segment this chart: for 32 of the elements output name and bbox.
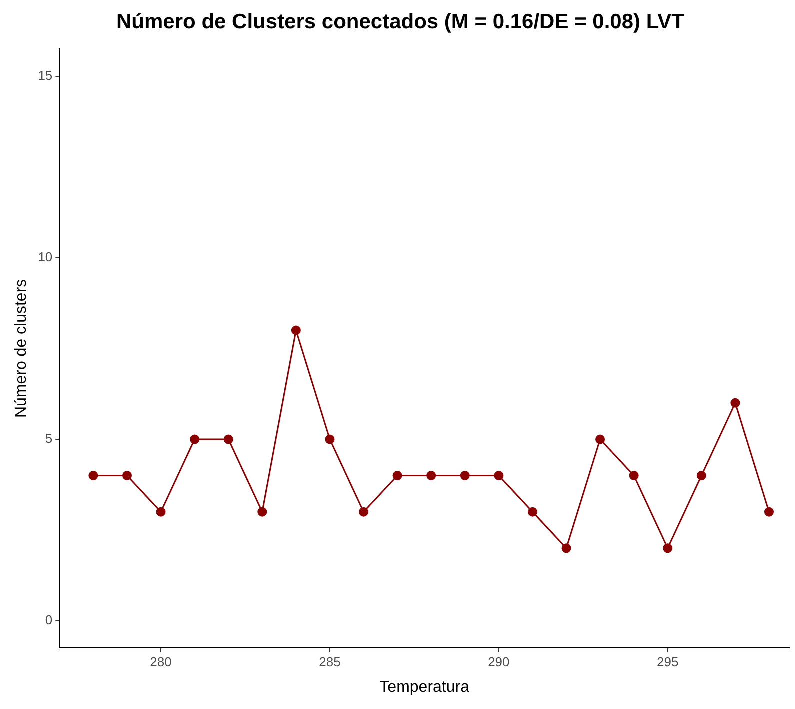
point [258, 507, 268, 517]
point [528, 507, 538, 517]
y-axis-title: Número de clusters [13, 279, 30, 418]
y-tick-label: 5 [45, 431, 53, 446]
point [88, 471, 98, 481]
y-tick-label: 0 [45, 612, 53, 628]
point [596, 434, 606, 444]
x-tick-label: 290 [488, 654, 510, 670]
chart-title: Número de Clusters conectados (M = 0.16/DE = 0.08) LVT [116, 10, 685, 34]
point [764, 507, 774, 517]
y-tick-label: 15 [38, 68, 53, 84]
x-axis-title: Temperatura [380, 678, 470, 696]
point [156, 507, 166, 517]
x-tick-label: 285 [319, 654, 341, 670]
point [494, 471, 504, 481]
point [629, 471, 639, 481]
point [359, 507, 369, 517]
point [122, 471, 132, 481]
point [663, 544, 673, 554]
point [730, 398, 740, 408]
x-tick-label: 295 [657, 654, 679, 670]
point [426, 471, 436, 481]
point [291, 326, 301, 336]
point [460, 471, 470, 481]
point [392, 471, 402, 481]
point [190, 434, 200, 444]
point [224, 434, 234, 444]
point [696, 471, 706, 481]
point [325, 434, 335, 444]
x-tick-label: 280 [150, 654, 172, 670]
point [562, 544, 572, 554]
y-tick-label: 10 [38, 250, 53, 265]
